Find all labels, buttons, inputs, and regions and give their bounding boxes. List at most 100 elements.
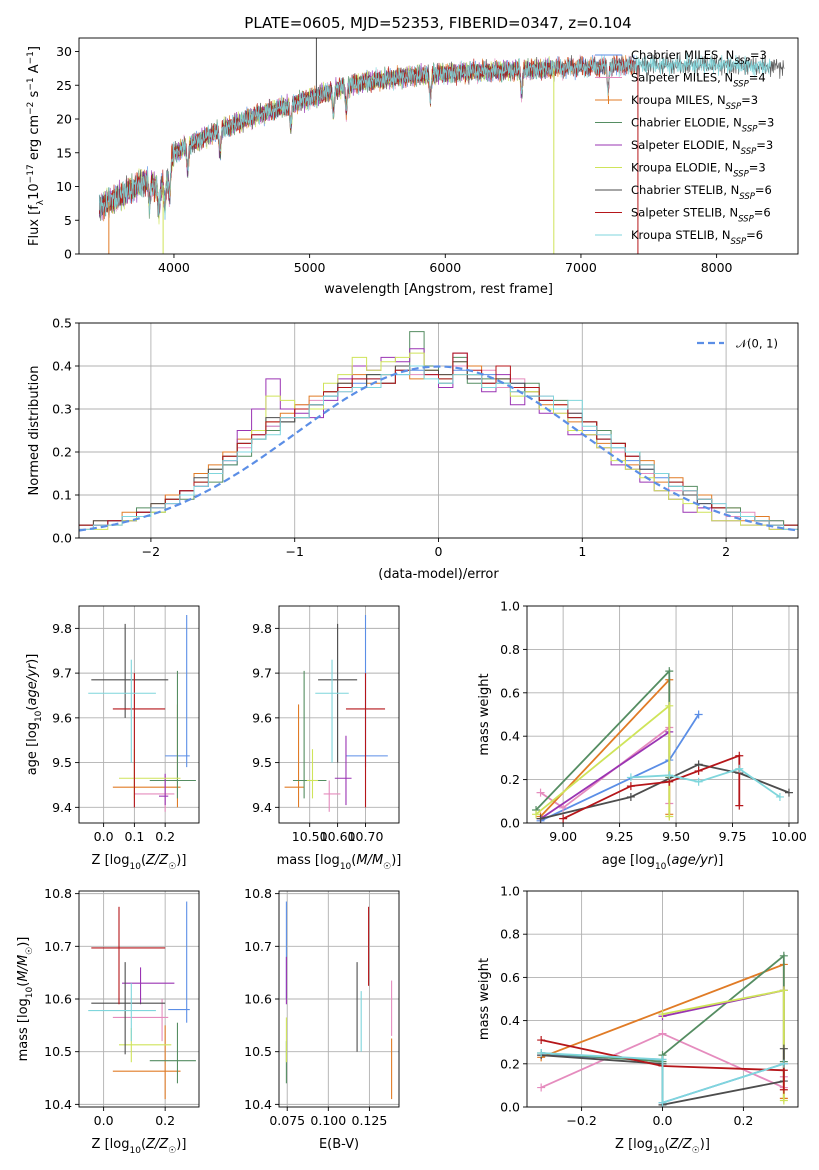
weight-marker [658,1055,667,1064]
weight-marker [779,951,788,960]
weight-marker [559,814,568,823]
axes-frame [78,890,200,1108]
y-tick-label: 9.6 [252,710,272,725]
x-tick-label: 2 [722,544,730,559]
label-part: =6 [746,228,763,242]
label-part: ☉ [168,1146,176,1156]
label-part: Z/Z [145,1137,169,1152]
y-tick-label: 0.8 [500,642,520,657]
label-part: (data-model)/error [378,567,499,582]
label-part: 10 [129,862,141,872]
x-axis-label: Z [log10(Z/Z☉)] [92,1137,187,1156]
x-axis-label: (data-model)/error [378,567,499,582]
label-part: ☉ [25,947,35,955]
label-part: mass [log [16,998,31,1061]
y-tick-label: 10.6 [244,992,272,1007]
weight-line [541,1039,785,1090]
label-part: SSP [738,215,754,225]
x-tick-label: 10.50 [292,829,328,844]
label-part: Z [log [92,853,130,868]
label-part: )] [176,1137,186,1152]
label-part: ( [351,853,356,868]
y-tick-label: 15 [56,145,72,160]
weight-marker [779,1085,788,1094]
label-part: =6 [755,183,772,197]
plot-area [537,951,788,1107]
label-part: λ [36,199,46,205]
y-tick-label: 0.0 [500,816,520,831]
label-part: age [log [25,722,40,775]
y-tick-label: 9.8 [252,621,272,636]
label-part: 10 [27,183,42,200]
y-tick-label: 9.4 [52,800,72,815]
label-part: Normed distribution [27,366,42,496]
axes-mass_vs_ebv: 0.075 0.100 0.125 10.4 10.5 10.6 10.7 10.8 E(B-V… [244,886,400,1152]
y-tick-label: 0.0 [52,531,72,546]
label-part: ☉ [692,1146,700,1156]
y-tick-label: 0.0 [500,1100,520,1115]
axes-frame [526,605,799,824]
legend-label: Salpeter ELODIE, NSSP=3 [631,138,773,157]
label-part: −2 [26,102,36,115]
figure-title: PLATE=0605, MJD=52353, FIBERID=0347, z=0… [244,14,631,32]
y-tick-label: 0.4 [500,1013,520,1028]
legend: 𝒩(0, 1) [697,337,778,351]
weight-marker [658,1010,667,1019]
y-tick-label: 0.1 [52,488,72,503]
label-part: ☉ [168,862,176,872]
label-part: −17 [26,164,36,183]
weight-marker [626,782,635,791]
y-axis-label: mass weight [477,673,492,755]
label-part: M/M [356,853,383,868]
y-tick-label: 10.5 [244,1044,272,1059]
axes-residuals: −2 −1 0 1 2 0.0 0.1 0.2 0.3 0.4 0.5 𝒩(0, 1) (data-mo… [27,316,799,582]
weight-marker [658,1029,667,1038]
weight-line [540,731,670,820]
axes-frame [278,890,400,1108]
x-tick-label: 0 [435,544,443,559]
weight-marker [779,1096,788,1105]
label-part: =4 [749,71,766,85]
label-part: =3 [756,138,773,152]
label-part: Z [log [92,1137,130,1152]
label-part: SSP [742,125,758,135]
label-part: 10 [129,1146,141,1156]
label-part: E(B-V) [319,1137,359,1152]
label-part: s [27,90,42,101]
label-part: erg cm [27,115,42,164]
label-part: Kroupa STELIB, N [631,228,731,242]
legend-label: Salpeter MILES, NSSP=4 [631,71,766,90]
legend-label: Kroupa MILES, NSSP=3 [631,93,758,112]
label-part: ( [666,853,671,868]
y-tick-label: 9.7 [52,666,72,681]
weight-marker [779,1059,788,1068]
label-part: =3 [749,161,766,175]
x-tick-label: 9.75 [719,829,747,844]
x-tick-label: 9.50 [662,829,690,844]
label-part: wavelength [Angstrom, rest frame] [324,282,553,297]
label-part: =3 [757,116,774,130]
weight-marker [665,771,674,780]
axes-weight_vs_age: 9.00 9.25 9.50 9.75 10.00 0.0 0.2 0.4 0.6 0.8 1.0 a… [477,599,807,873]
x-tick-label: 4000 [158,260,190,275]
label-part: M/M [16,955,31,982]
x-tick-label: −1 [285,544,303,559]
y-tick-label: 0.3 [52,402,72,417]
label-part: SSP [733,80,749,90]
label-part: =3 [741,93,758,107]
label-part: Z/Z [669,1137,693,1152]
x-tick-label: 10.00 [771,829,807,844]
axes-frame [78,605,200,824]
weight-line [540,763,790,820]
weight-line [541,1052,785,1104]
y-tick-label: 0.2 [52,445,72,460]
label-part: mass weight [477,958,492,1040]
x-tick-label: 6000 [429,260,461,275]
label-part: ( [16,982,31,987]
weight-marker [537,1036,546,1045]
x-tick-label: 10.60 [320,829,356,844]
weight-marker [775,792,784,801]
y-tick-label: 10.7 [244,939,272,954]
